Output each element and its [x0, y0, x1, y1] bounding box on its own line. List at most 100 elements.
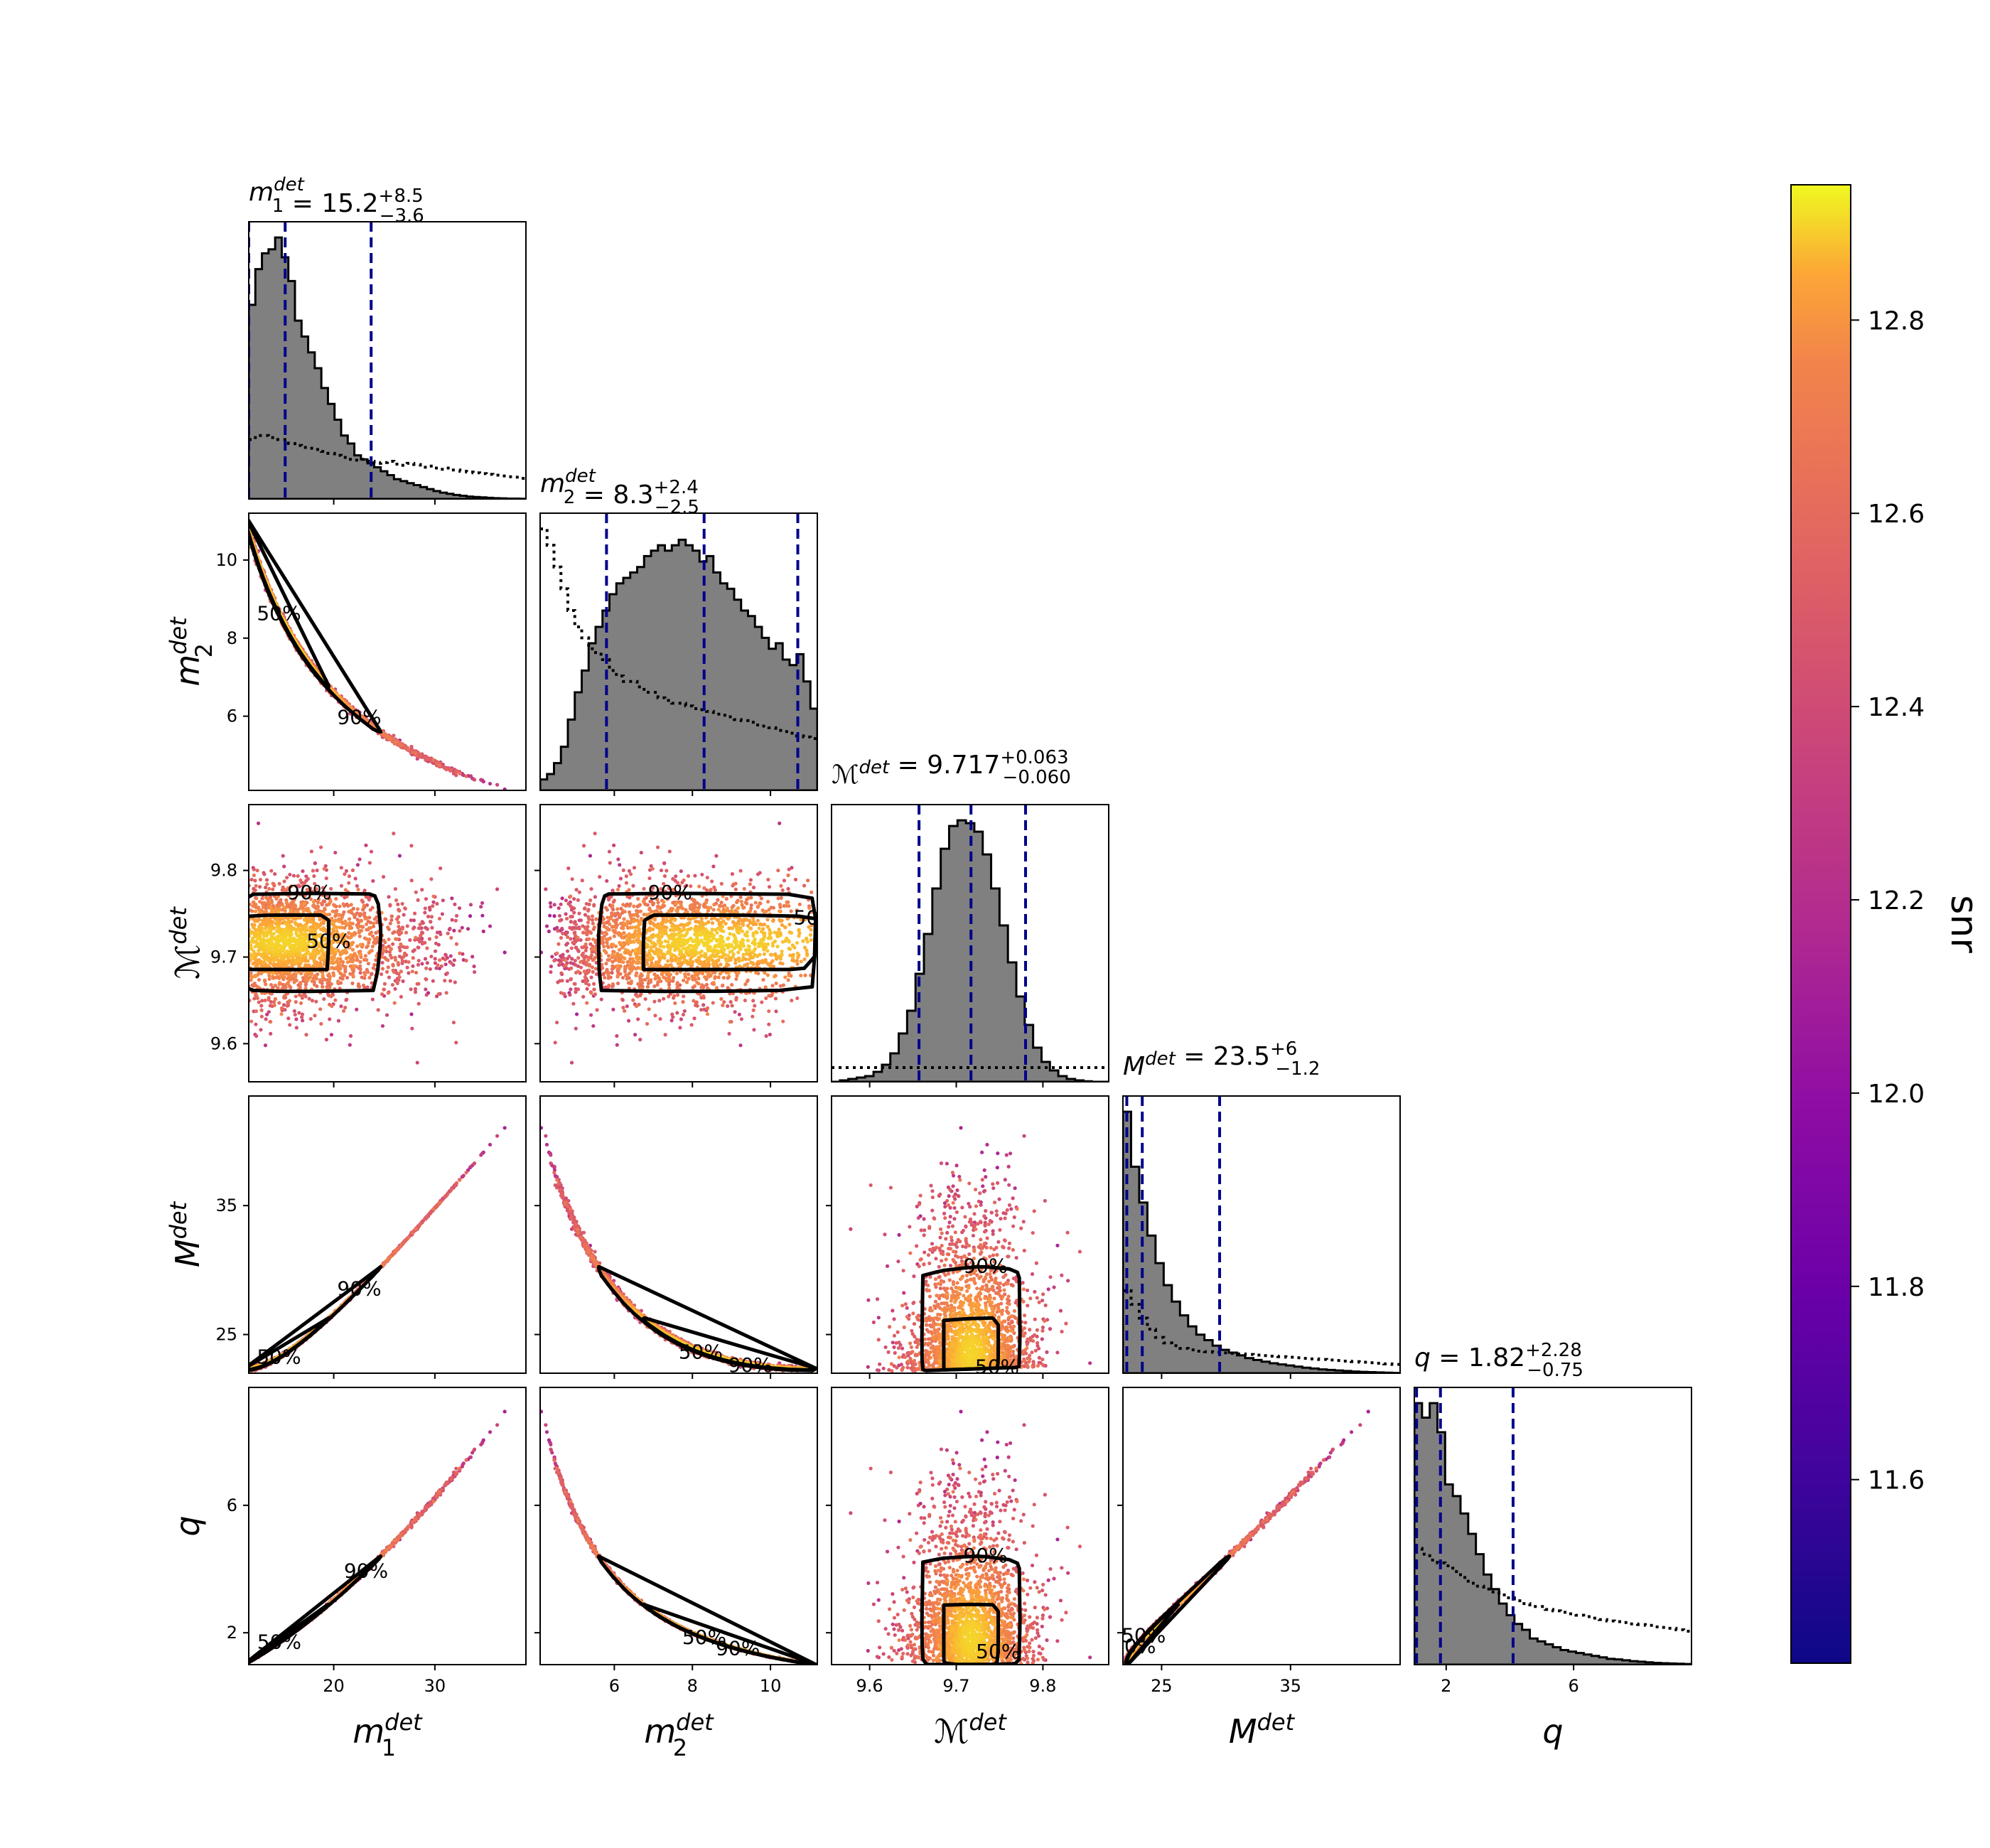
panel-frame: [248, 512, 527, 791]
posterior-histogram: [1414, 1402, 1692, 1665]
panel-q-q: q = 1.82+2.28 −0.75 2 6: [1414, 1340, 1692, 1696]
colorbar-gradient: [1790, 184, 1851, 1664]
posterior-histogram: [1123, 1110, 1400, 1373]
contour-label: 90%: [716, 1637, 760, 1660]
x-tick-label: 30: [424, 1676, 446, 1696]
contour-90pct: [596, 1554, 817, 1665]
y-tick-label: 35: [215, 1196, 237, 1215]
contour-label: 90%: [963, 1254, 1007, 1277]
panel-mc-mc: ℳdet = 9.717+0.063 −0.060: [831, 747, 1109, 1087]
colorbar-ticks: 11.6 11.8 12.0 12.2 12.4 12.6 12.8: [1851, 306, 1925, 1495]
panel-frame: [831, 1387, 1109, 1665]
colorbar-tick-label: 12.4: [1868, 693, 1925, 722]
x-axis-label-m2: mdet 2: [644, 1709, 714, 1761]
x-axis-label-q: q: [1542, 1712, 1563, 1751]
panel-frame: [539, 1095, 818, 1374]
contour-label: 90%: [337, 1277, 381, 1301]
y-tick-label: 10: [215, 550, 237, 570]
y-axis-label-m2: mdet2: [165, 616, 217, 687]
colorbar-tick-label: 11.8: [1868, 1273, 1925, 1302]
panel-title-mc: ℳdet = 9.717+0.063 −0.060: [832, 747, 1071, 790]
x-tick-label: 9.6: [856, 1676, 883, 1696]
colorbar-tick-label: 11.6: [1868, 1466, 1925, 1495]
panel-frame: [539, 1387, 818, 1665]
panel-M-M: Mdet = 23.5+6 −1.2: [1122, 1038, 1401, 1379]
y-tick-label: 2: [227, 1623, 237, 1643]
prior-histogram: [1123, 1289, 1400, 1366]
y-tick-label: 9.7: [210, 947, 237, 967]
y-tick-label: 25: [215, 1325, 237, 1345]
x-tick-label: 10: [760, 1676, 782, 1696]
y-tick-label: 6: [227, 707, 237, 726]
contour-90pct: [249, 517, 383, 734]
y-axis-label-mc: ℳdet: [165, 906, 207, 979]
colorbar-label: snr: [1942, 895, 1985, 953]
contour-90pct: [596, 891, 817, 994]
panel-frame: [1414, 1387, 1692, 1665]
panel-mc-m2: 50%90%: [534, 804, 818, 1087]
x-tick-label: 25: [1151, 1676, 1173, 1696]
panel-q-m2: 50%90%6 8 10: [534, 1387, 818, 1696]
panel-title-m2: mdet 2 = 8.3+2.4 −2.5: [540, 466, 699, 518]
panel-title-q: q = 1.82+2.28 −0.75: [1414, 1340, 1583, 1381]
panel-frame: [248, 1387, 527, 1665]
panel-frame: [1122, 1387, 1401, 1665]
contour-label: 90%: [344, 1559, 388, 1582]
panel-m2-m2: mdet 2 = 8.3+2.4 −2.5: [539, 466, 818, 796]
x-tick-label: 20: [323, 1676, 345, 1696]
colorbar-tick-label: 12.8: [1868, 306, 1925, 335]
panel-q-M: 50%90%25 35: [1112, 1387, 1401, 1696]
panel-m1-m1: mdet 1 = 15.2+8.5 −3.6: [248, 174, 527, 505]
panel-M-mc: 50%90%: [826, 1095, 1109, 1379]
panel-title-m1: mdet 1 = 15.2+8.5 −3.6: [249, 174, 424, 227]
panel-frame: [831, 1095, 1109, 1374]
contour-90pct: [1124, 1554, 1232, 1665]
prior-histogram: [249, 434, 526, 480]
panel-frame: [248, 221, 527, 500]
x-axis-label-mc: ℳdet: [934, 1709, 1007, 1751]
y-axis-label-M: Mdet: [165, 1200, 207, 1267]
colorbar-tick-label: 12.0: [1868, 1080, 1925, 1109]
contour-label: 90%: [1112, 1634, 1156, 1658]
colorbar-tick-label: 12.6: [1868, 500, 1925, 529]
contour-50pct: [249, 913, 331, 972]
contour-label: 90%: [337, 706, 381, 729]
x-tick-label: 6: [1568, 1676, 1578, 1696]
contour-label: 90%: [287, 881, 331, 904]
x-tick-label: 2: [1441, 1676, 1451, 1696]
contour-label: 50%: [976, 1640, 1020, 1663]
x-axis-label-M: Mdet: [1229, 1709, 1296, 1751]
x-tick-label: 8: [687, 1676, 698, 1696]
x-axis-label-m1: mdet 1: [353, 1709, 423, 1761]
contour-label: 90%: [963, 1544, 1007, 1567]
panel-mc-m1: 50% 90% 9.6 9.7 9.8: [210, 804, 527, 1087]
panel-frame: [248, 1095, 527, 1374]
panel-M-m2: 50%90%: [534, 1095, 818, 1379]
contour-label: 50%: [306, 930, 350, 953]
x-tick-label: 9.7: [942, 1676, 969, 1696]
y-tick-label: 6: [227, 1495, 237, 1515]
contour-90pct: [596, 1264, 817, 1372]
contour-50pct: [641, 913, 817, 972]
posterior-histogram: [249, 236, 526, 499]
colorbar-tick-label: 12.2: [1868, 886, 1925, 915]
y-tick-label: 9.8: [210, 861, 237, 881]
contour-90pct: [920, 1264, 1022, 1372]
prior-histogram: [1414, 1547, 1692, 1633]
x-tick-label: 6: [609, 1676, 620, 1696]
contour-label: 90%: [728, 1353, 772, 1377]
panel-title-M: Mdet = 23.5+6 −1.2: [1123, 1038, 1320, 1081]
panel-frame: [831, 804, 1109, 1083]
contour-label: 90%: [648, 881, 692, 904]
panel-frame: [248, 804, 527, 1083]
panel-frame: [1122, 1095, 1401, 1374]
x-tick-label: 35: [1280, 1676, 1302, 1696]
panel-q-mc: 50% 90% 9.6 9.7 9.8: [826, 1387, 1109, 1696]
colorbar: 11.6 11.8 12.0 12.2 12.4 12.6 12.8 snr: [1790, 184, 1985, 1664]
x-tick-label: 9.8: [1029, 1676, 1056, 1696]
